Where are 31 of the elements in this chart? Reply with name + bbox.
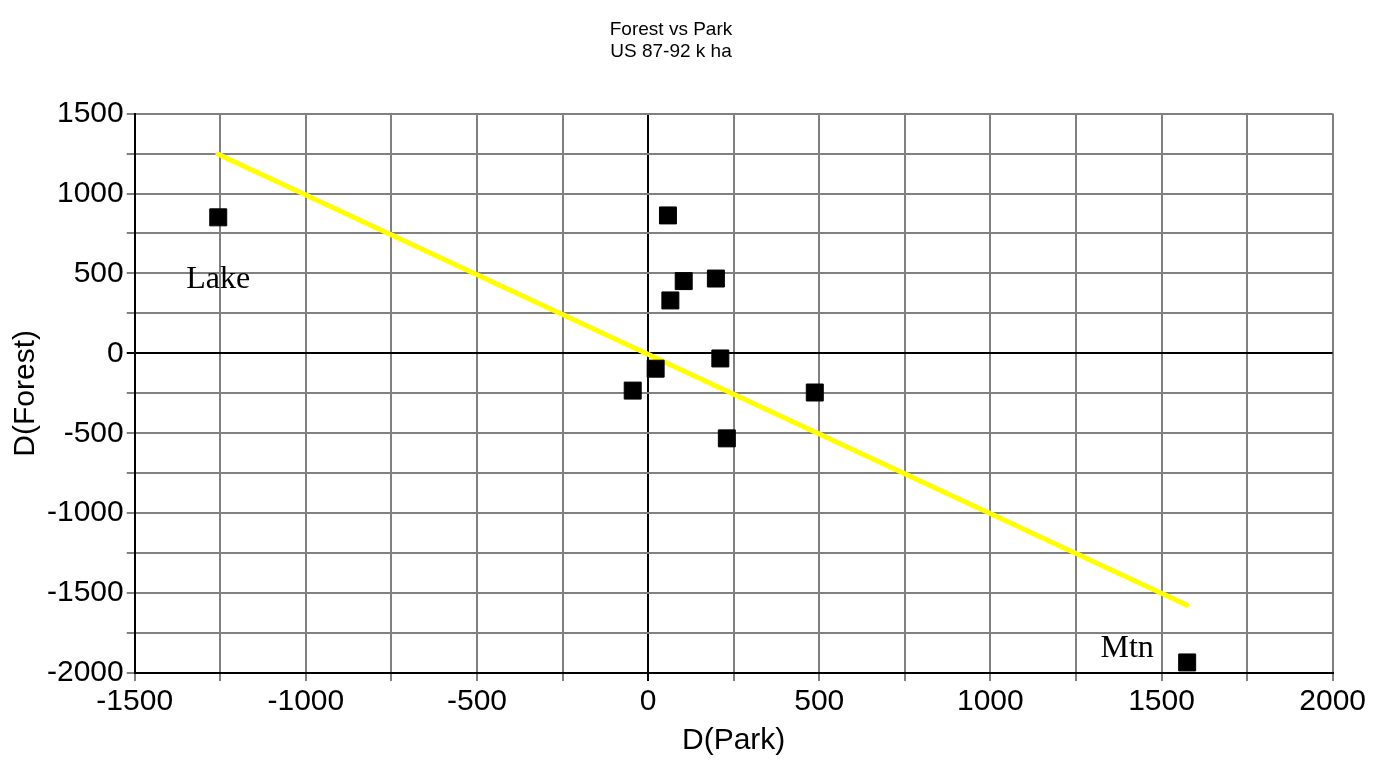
- point: [209, 208, 228, 227]
- y-tick-label: 500: [73, 254, 124, 288]
- y-tick-label: -1500: [46, 574, 124, 608]
- point: [658, 206, 677, 225]
- point: [706, 269, 725, 288]
- x-tick-label: -500: [446, 683, 508, 717]
- y-tick-label: 0: [107, 334, 124, 368]
- x-tick-label: 2000: [1299, 683, 1367, 717]
- x-axis-title: D(Park): [682, 722, 786, 756]
- chart-title: Forest vs Park: [609, 17, 733, 39]
- annotation: Lake: [186, 258, 251, 295]
- point: [717, 429, 736, 448]
- point: [805, 383, 824, 402]
- point: [674, 272, 693, 291]
- chart-subtitle: US 87-92 k ha: [610, 40, 733, 62]
- x-tick-label: -1000: [267, 683, 345, 717]
- y-axis-title: D(Forest): [7, 329, 41, 457]
- point: [711, 349, 730, 368]
- x-tick-label: 1500: [1128, 683, 1195, 717]
- point: [1178, 653, 1197, 672]
- annotation: Mtn: [1100, 627, 1154, 664]
- y-tick-label: -500: [63, 414, 124, 448]
- x-tick-label: 0: [639, 683, 657, 717]
- y-tick-label: 1000: [56, 174, 124, 208]
- x-tick-label: 500: [794, 683, 845, 717]
- point: [661, 291, 680, 310]
- point: [623, 381, 642, 400]
- x-tick-label: 1000: [957, 683, 1024, 717]
- point: [646, 359, 665, 378]
- y-tick-label: -1000: [46, 494, 124, 528]
- y-tick-label: 1500: [56, 94, 124, 128]
